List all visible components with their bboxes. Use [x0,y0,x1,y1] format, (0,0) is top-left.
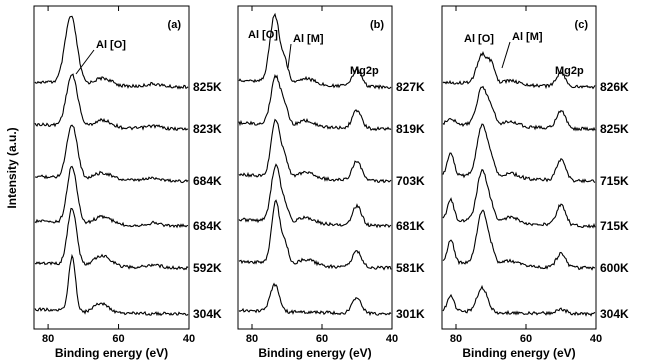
x-axis-label: Binding energy (eV) [258,346,371,360]
spectrum-line [34,207,189,271]
x-tick-label: 40 [590,333,602,345]
panel-label: (a) [168,19,182,31]
spectrum-temperature-label: 600K [600,261,629,275]
spectrum-line [34,73,189,131]
spectrum-line [442,209,596,271]
spectrum-line [238,163,392,229]
x-axis-label: Binding energy (eV) [55,346,168,360]
spectrum-line [34,15,189,90]
peak-annotation: Al [O] [96,39,126,51]
spectrum-line [442,123,596,184]
spectrum-temperature-label: 592K [193,261,222,275]
x-tick-label: 80 [450,333,462,345]
x-tick-label: 80 [246,333,258,345]
spectrum-line [442,50,596,90]
spectrum-temperature-label: 684K [193,174,222,188]
spectrum-temperature-label: 304K [193,307,222,321]
annotation-pointer [501,41,511,69]
spectrum-line [442,85,596,132]
panels: 80 60 40 Binding energy (eV) (a) 825K 823K 684K… [33,5,629,360]
x-tick-label: 60 [316,333,328,345]
spectrum-temperature-label: 304K [600,307,629,321]
spectrum-line [238,12,392,91]
spectrum-line [238,74,392,132]
spectrum-line [442,284,596,317]
spectrum-temperature-label: 826K [600,80,629,94]
x-tick-label: 40 [183,333,195,345]
peak-annotation: Al [O] [248,29,278,41]
panel-3: 80 60 40 Binding energy (eV) (c) 826K 825K 715K… [441,5,629,360]
x-axis-label: Binding energy (eV) [462,346,575,360]
peak-annotation: Mg2p [350,65,379,77]
panel-2: 80 60 40 Binding energy (eV) (b) 827K 819K 703K… [237,5,425,360]
spectrum-temperature-label: 819K [396,122,425,136]
panel-label: (c) [575,19,589,31]
spectrum-temperature-label: 827K [396,80,425,94]
spectrum-temperature-label: 825K [600,122,629,136]
panel-frame [33,5,190,330]
annotation-pointer [287,43,292,69]
panel-frame [237,5,393,330]
peak-annotation: Al [O] [464,33,494,45]
spectrum-temperature-label: 681K [396,219,425,233]
x-tick-label: 80 [42,333,54,345]
spectrum-line [34,165,189,229]
spectrum-line [34,124,189,184]
spectrum-temperature-label: 715K [600,219,629,233]
spectrum-temperature-label: 823K [193,122,222,136]
x-tick-label: 60 [112,333,124,345]
spectrum-temperature-label: 301K [396,307,425,321]
spectrum-line [34,253,189,317]
spectrum-temperature-label: 825K [193,80,222,94]
spectrum-temperature-label: 684K [193,219,222,233]
annotation-pointer [75,49,95,75]
spectrum-line [442,168,596,229]
spectrum-temperature-label: 715K [600,174,629,188]
spectrum-line [238,199,392,271]
panel-1: 80 60 40 Binding energy (eV) (a) 825K 823K 684K… [33,5,222,360]
spectrum-line [238,118,392,184]
y-axis-label: Intensity (a.u.) [5,127,19,208]
peak-annotation: Al [M] [512,31,543,43]
spectrum-line [238,282,392,317]
x-tick-label: 60 [520,333,532,345]
peak-annotation: Mg2p [555,65,584,77]
panel-label: (b) [370,19,384,31]
spectrum-temperature-label: 703K [396,174,425,188]
peak-annotation: Al [M] [293,33,324,45]
panel-frame [441,5,597,330]
x-tick-label: 40 [386,333,398,345]
spectrum-temperature-label: 581K [396,261,425,275]
